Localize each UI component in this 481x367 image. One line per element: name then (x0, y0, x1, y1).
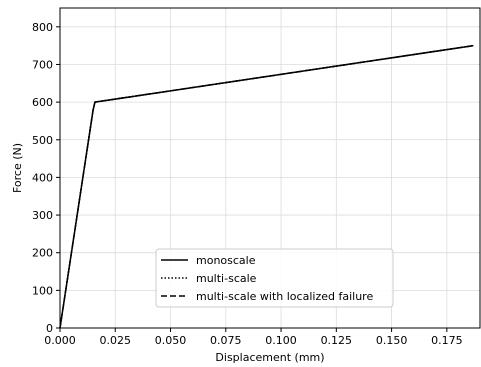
y-tick-label: 100 (32, 284, 53, 297)
legend: monoscale multi-scale multi-scale with loc… (155, 248, 394, 308)
grid (59, 8, 480, 329)
x-tick-label: 0.050 (155, 334, 187, 347)
plot-frame (59, 7, 481, 329)
x-tick-label: 0.100 (265, 334, 297, 347)
series-line-1 (59, 44, 474, 329)
legend-label: monoscale (196, 254, 256, 267)
x-tick-label: 0.000 (44, 334, 76, 347)
y-tick-label: 0 (46, 322, 53, 335)
legend-label: multi-scale with localized failure (196, 290, 373, 303)
y-tick-label: 500 (32, 134, 53, 147)
x-tick-label: 0.025 (100, 334, 132, 347)
y-tick-label: 200 (32, 247, 53, 260)
x-tick-label: 0.175 (431, 334, 463, 347)
y-axis-label: Force (N) (11, 143, 24, 193)
axis-ticks: 0.000 0.025 0.050 0.075 0.100 0.125 0.150 0.175… (32, 21, 463, 347)
legend-label: multi-scale (196, 272, 257, 285)
x-tick-label: 0.150 (376, 334, 408, 347)
y-tick-label: 400 (32, 171, 53, 184)
x-axis-label: Displacement (mm) (215, 351, 324, 364)
series-layer (59, 44, 474, 329)
x-tick-label: 0.075 (210, 334, 242, 347)
legend-box (155, 248, 394, 308)
y-tick-label: 300 (32, 209, 53, 222)
x-tick-label: 0.125 (321, 334, 353, 347)
y-tick-label: 700 (32, 58, 53, 71)
series-line-2 (59, 44, 474, 329)
y-tick-label: 600 (32, 96, 53, 109)
y-tick-label: 800 (32, 21, 53, 34)
